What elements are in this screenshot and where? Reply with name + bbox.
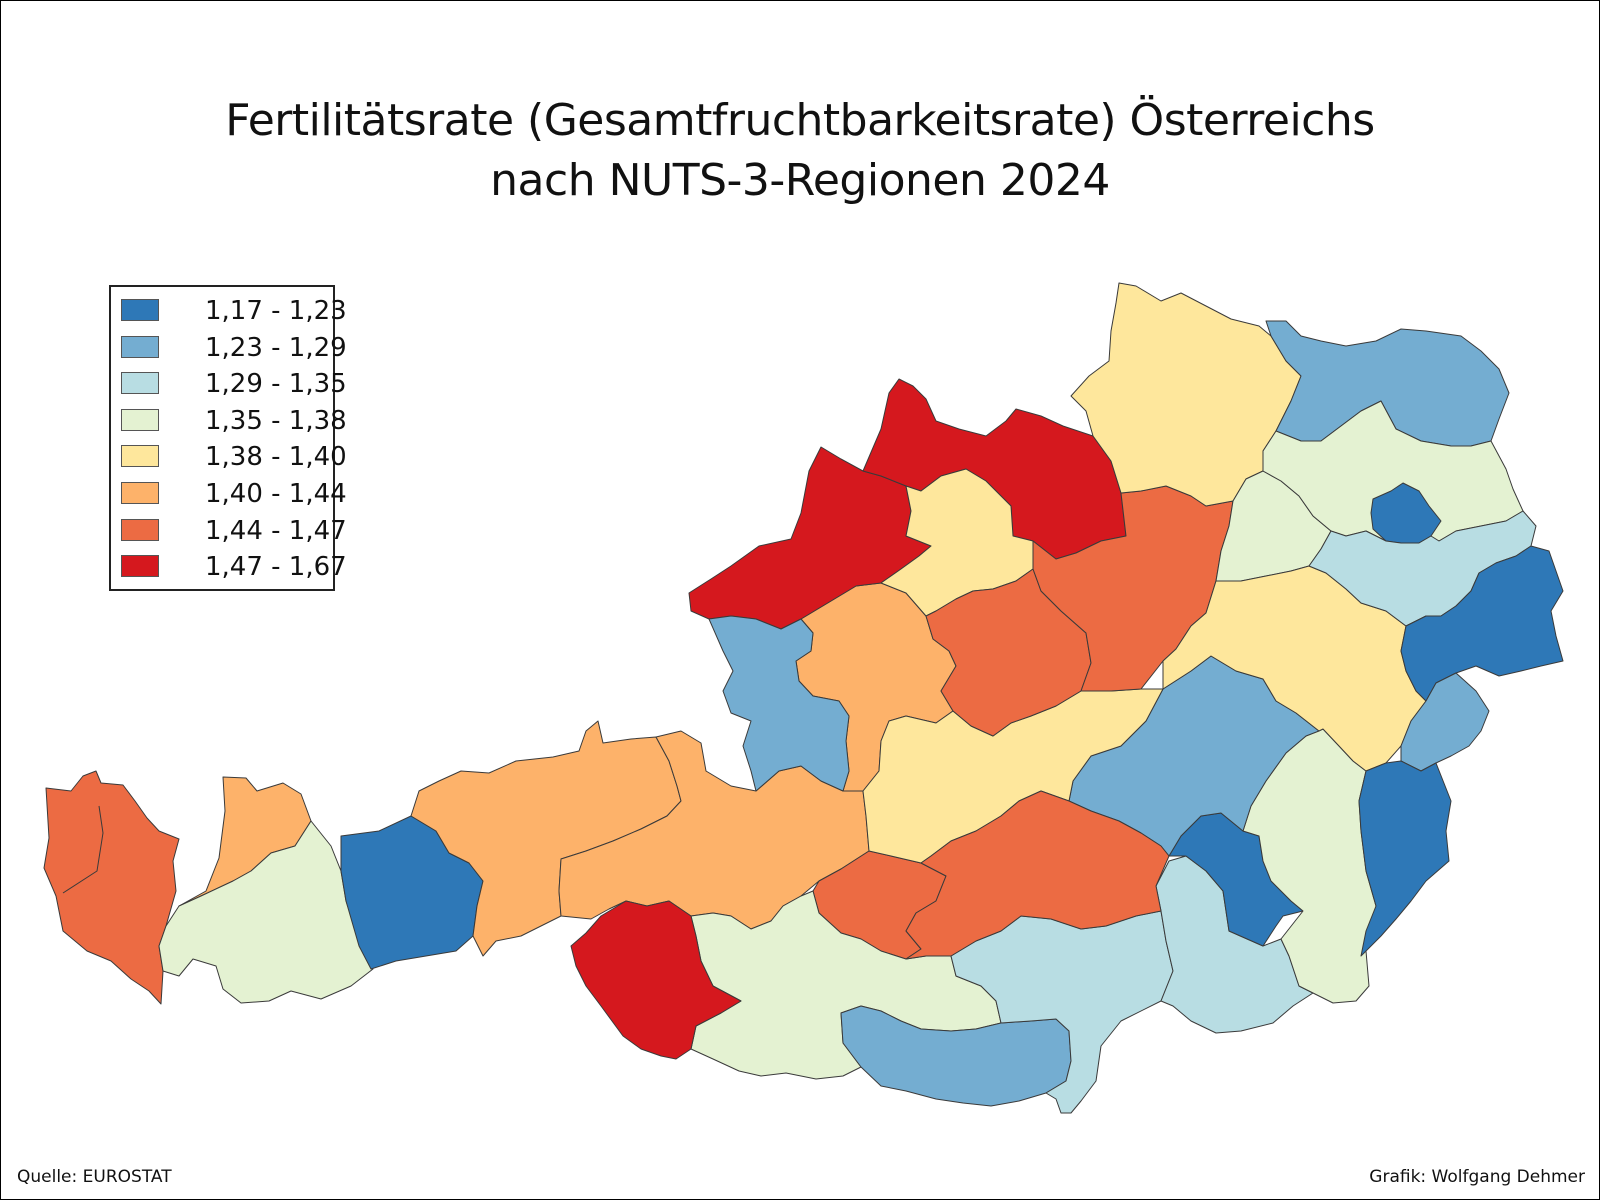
map-title-line-2: nach NUTS-3-Regionen 2024 bbox=[490, 155, 1110, 206]
map-title-line-1: Fertilitätsrate (Gesamtfruchtbarkeitsrat… bbox=[225, 95, 1375, 146]
region-flachgau bbox=[708, 615, 850, 792]
legend-label: 1,23 - 1,29 bbox=[205, 332, 347, 363]
legend-entry: 1,35 - 1,38 bbox=[121, 405, 347, 436]
legend: 1,17 - 1,23 1,23 - 1,29 1,29 - 1,35 1,35 - … bbox=[109, 285, 347, 591]
legend-swatch bbox=[121, 482, 159, 504]
legend-swatch bbox=[121, 445, 159, 468]
legend-label: 1,35 - 1,38 bbox=[205, 405, 347, 436]
region-osttirol bbox=[570, 900, 742, 1060]
legend-label: 1,47 - 1,67 bbox=[205, 552, 347, 583]
credit-note: Grafik: Wolfgang Dehmer bbox=[1369, 1167, 1585, 1187]
legend-swatch bbox=[121, 335, 159, 358]
region-mittelburgenland bbox=[1400, 672, 1490, 772]
legend-entry: 1,44 - 1,47 bbox=[121, 515, 347, 546]
legend-entry: 1,40 - 1,44 bbox=[121, 478, 347, 509]
legend-label: 1,44 - 1,47 bbox=[205, 515, 347, 546]
legend-entry: 1,17 - 1,23 bbox=[121, 295, 347, 326]
legend-swatch bbox=[121, 518, 159, 541]
legend-swatch bbox=[121, 372, 159, 395]
legend-label: 1,40 - 1,44 bbox=[205, 479, 347, 509]
source-note: Quelle: EUROSTAT bbox=[17, 1167, 172, 1187]
legend-label: 1,38 - 1,40 bbox=[205, 442, 347, 473]
legend-swatch bbox=[121, 408, 159, 431]
legend-swatch bbox=[121, 555, 159, 578]
region-bludenz-bregenzer-wald bbox=[43, 770, 180, 1005]
legend-entry: 1,23 - 1,29 bbox=[121, 332, 347, 363]
region-landeck bbox=[158, 820, 374, 1004]
legend-entry: 1,47 - 1,67 bbox=[121, 551, 347, 582]
legend-label: 1,17 - 1,23 bbox=[205, 296, 347, 326]
legend-label: 1,29 - 1,35 bbox=[205, 369, 347, 400]
region-suedburgenland bbox=[1358, 760, 1452, 957]
legend-entry: 1,29 - 1,35 bbox=[121, 368, 347, 399]
legend-entry: 1,38 - 1,40 bbox=[121, 441, 347, 472]
region-westliche-obersteiermark bbox=[905, 790, 1170, 960]
legend-swatch bbox=[121, 299, 159, 321]
